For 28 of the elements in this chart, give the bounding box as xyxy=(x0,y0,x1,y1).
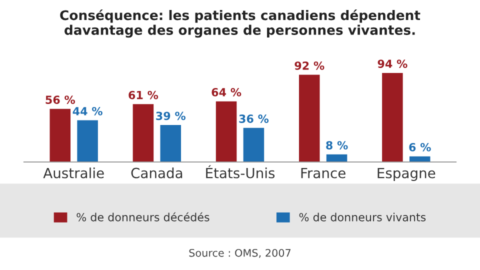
bar xyxy=(132,104,154,162)
data-label: 6 % xyxy=(409,142,431,152)
data-label: 64 % xyxy=(212,88,242,96)
data-label: 56 % xyxy=(46,96,76,104)
x-tick-label: Australie xyxy=(43,168,104,178)
data-label: 44 % xyxy=(72,106,102,116)
source-note: Source : OMS, 2007 xyxy=(189,248,291,258)
data-label: 61 % xyxy=(128,90,158,100)
x-tick-label: France xyxy=(301,168,346,178)
bar xyxy=(216,101,237,162)
x-tick-label: Canada xyxy=(131,168,182,178)
data-label: 8 % xyxy=(326,141,348,150)
bar xyxy=(50,108,71,162)
bar xyxy=(243,128,264,162)
data-label: 39 % xyxy=(156,112,186,120)
legend-label: % de donneurs décédés xyxy=(76,212,210,222)
x-tick-label: États-Unis xyxy=(206,165,275,178)
x-tick-label: Espagne xyxy=(378,168,436,181)
legend-label: % de donneurs vivants xyxy=(299,212,426,222)
data-label: 92 % xyxy=(294,61,324,70)
bar xyxy=(326,154,348,162)
data-label: 36 % xyxy=(239,114,269,123)
bar xyxy=(77,120,98,162)
chart-title: Conséquence: les patients canadiens dépendent davantage des organes de personnes vivantes. xyxy=(60,9,420,38)
bar xyxy=(382,72,403,162)
data-label: 94 % xyxy=(378,60,408,68)
bar xyxy=(160,125,182,162)
bar xyxy=(298,74,320,162)
